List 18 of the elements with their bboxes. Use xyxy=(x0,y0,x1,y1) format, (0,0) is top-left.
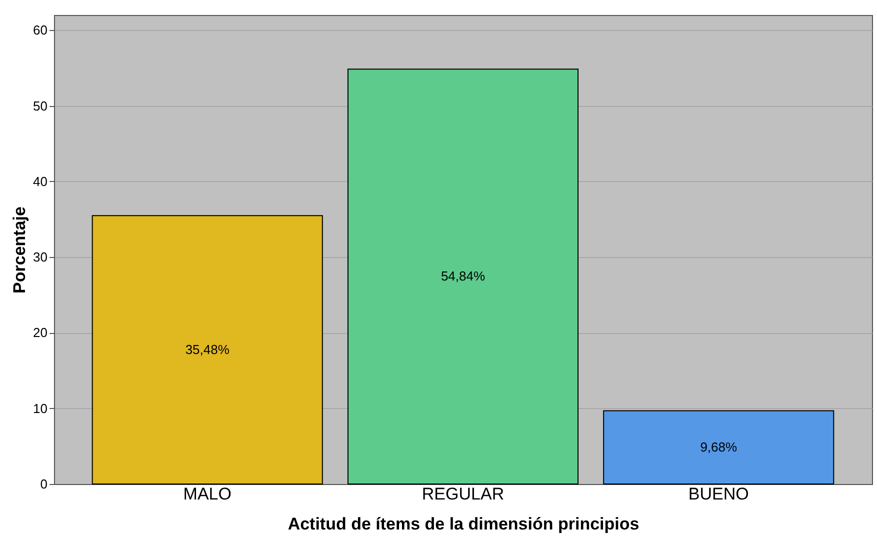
x-tick-label: MALO xyxy=(183,484,232,504)
y-tick-label: 20 xyxy=(33,325,48,340)
x-axis-title: Actitud de ítems de la dimensión principios xyxy=(288,514,640,534)
data-label: 9,68% xyxy=(700,439,738,454)
bar xyxy=(347,68,579,484)
y-tick-label: 40 xyxy=(33,174,48,189)
y-tick-label: 30 xyxy=(33,250,48,265)
data-label: 54,84% xyxy=(440,268,486,284)
bar xyxy=(92,215,323,484)
y-tick-label: 60 xyxy=(33,22,48,38)
y-tick-label: 0 xyxy=(40,476,48,492)
y-tick-label: 10 xyxy=(33,400,48,416)
data-label: 35,48% xyxy=(185,342,230,357)
x-tick-label: BUENO xyxy=(688,484,749,504)
bar xyxy=(603,410,834,484)
x-tick-label: REGULAR xyxy=(422,484,504,504)
y-axis-title: Porcentaje xyxy=(10,206,30,294)
y-tick-label: 50 xyxy=(33,98,48,114)
